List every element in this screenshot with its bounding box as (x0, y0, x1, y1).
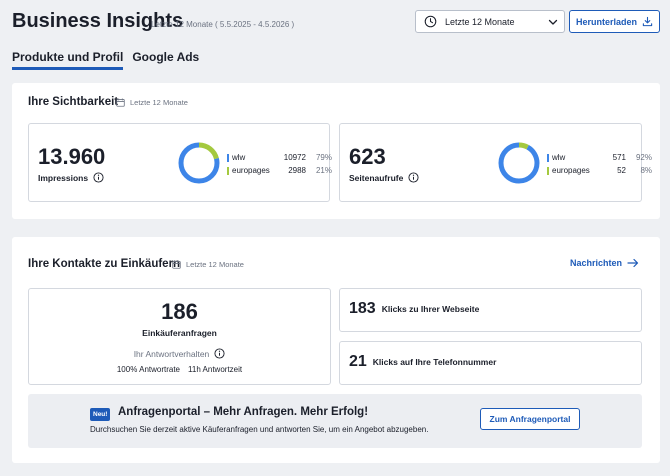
contacts-card: Ihre Kontakte zu Einkäufern Letzte 12 Mo… (12, 237, 660, 463)
legend-item-europages: europages 52 8% (547, 164, 652, 177)
response-time: 11h Antwortzeit (188, 365, 243, 374)
legend-item-wlw: wlw 10972 79% (227, 151, 332, 164)
pageviews-label: Seitenaufrufe (349, 172, 404, 183)
phone-clicks-box: 21 Klicks auf Ihre Telefonnummer (339, 341, 642, 385)
pageviews-box: 623 Seitenaufrufe wlw 571 92% europages … (339, 123, 652, 202)
inquiries-value: 186 (161, 299, 198, 324)
legend-color-europages (547, 166, 549, 175)
website-clicks-box: 183 Klicks zu Ihrer Webseite (339, 288, 642, 332)
info-icon[interactable] (408, 172, 419, 183)
response-rate: 100% Antwortrate (116, 365, 181, 374)
impressions-label-row: Impressions (38, 172, 104, 183)
tab-produkte-und-profil[interactable]: Produkte und Profil (12, 48, 124, 70)
calendar-icon (172, 260, 181, 269)
donut-slice-wlw (178, 142, 220, 184)
legend-name: wlw (552, 153, 566, 162)
download-icon (642, 16, 653, 27)
legend-percent: 92% (635, 153, 652, 162)
impressions-box: 13.960 Impressions wlw 10972 79% europag… (28, 123, 332, 202)
impressions-donut-chart (178, 142, 220, 184)
website-clicks-label: Klicks zu Ihrer Webseite (381, 304, 480, 314)
phone-clicks-value: 21 (349, 353, 367, 370)
website-clicks-value: 183 (349, 300, 376, 317)
period-range: Letzte 12 Monate ( 5.5.2025 - 4.5.2026 ) (151, 20, 295, 29)
legend-percent: 8% (640, 166, 652, 175)
promo-banner: Neu! Anfragenportal – Mehr Anfragen. Meh… (28, 394, 642, 448)
chevron-down-icon (548, 19, 558, 25)
arrow-right-icon (627, 258, 639, 268)
header: Business Insights Letzte 12 Monate ( 5.5… (0, 0, 670, 44)
website-clicks-row: 183 Klicks zu Ihrer Webseite (349, 300, 479, 318)
pageviews-legend: wlw 571 92% europages 52 8% (547, 151, 652, 177)
legend-name: europages (552, 166, 590, 175)
new-badge: Neu! (90, 408, 111, 421)
legend-name: europages (232, 166, 270, 175)
visibility-card: Ihre Sichtbarkeit Letzte 12 Monate 13.96… (12, 83, 660, 219)
response-stats: 100% Antwortrate 11h Antwortzeit (29, 365, 330, 374)
messages-link[interactable]: Nachrichten (570, 257, 639, 269)
pageviews-donut-chart (498, 142, 540, 184)
period-select-value: Letzte 12 Monate (445, 16, 515, 27)
download-button[interactable]: Herunterladen (569, 10, 660, 33)
impressions-value: 13.960 (38, 144, 106, 169)
visibility-title: Ihre Sichtbarkeit (28, 96, 119, 108)
phone-clicks-label: Klicks auf Ihre Telefonnummer (372, 357, 497, 367)
tab-bar: Produkte und Profil Google Ads (12, 48, 208, 70)
page-title: Business Insights (12, 10, 184, 32)
legend-value: 10972 (283, 153, 306, 162)
pageviews-value: 623 (349, 144, 386, 169)
legend-color-wlw (547, 153, 549, 162)
messages-link-label: Nachrichten (570, 258, 623, 268)
tab-google-ads[interactable]: Google Ads (132, 50, 200, 64)
pageviews-label-row: Seitenaufrufe (349, 172, 419, 183)
legend-color-europages (227, 166, 229, 175)
download-button-label: Herunterladen (575, 16, 637, 27)
legend-item-wlw: wlw 571 92% (547, 151, 652, 164)
clock-icon (424, 15, 437, 28)
impressions-legend: wlw 10972 79% europages 2988 21% (227, 151, 332, 177)
legend-value: 571 (612, 153, 626, 162)
inquiry-portal-button[interactable]: Zum Anfragenportal (480, 408, 580, 430)
info-icon[interactable] (93, 172, 104, 183)
legend-percent: 79% (315, 153, 332, 162)
response-behavior-label: Ihr Antwortverhalten (133, 348, 210, 359)
legend-color-wlw (227, 153, 229, 162)
phone-clicks-row: 21 Klicks auf Ihre Telefonnummer (349, 353, 496, 371)
response-behavior-label-row: Ihr Antwortverhalten (29, 348, 330, 359)
period-select[interactable]: Letzte 12 Monate (415, 10, 565, 33)
visibility-period-label: Letzte 12 Monate (130, 98, 188, 107)
info-icon[interactable] (214, 348, 225, 359)
legend-item-europages: europages 2988 21% (227, 164, 332, 177)
legend-percent: 21% (315, 166, 332, 175)
impressions-label: Impressions (38, 172, 89, 183)
promo-description: Durchsuchen Sie derzeit aktive Käuferanf… (90, 425, 429, 434)
legend-value: 2988 (288, 166, 306, 175)
inquiries-label: Einkäuferanfragen (142, 328, 217, 338)
contacts-period: Letzte 12 Monate (172, 260, 244, 269)
contacts-title: Ihre Kontakte zu Einkäufern (28, 258, 181, 270)
inquiries-box: 186 Einkäuferanfragen Ihr Antwortverhalt… (28, 288, 331, 385)
donut-slice-wlw (498, 142, 540, 184)
legend-name: wlw (232, 153, 246, 162)
legend-value: 52 (617, 166, 626, 175)
calendar-icon (116, 98, 125, 107)
contacts-period-label: Letzte 12 Monate (186, 260, 244, 269)
visibility-period: Letzte 12 Monate (116, 98, 188, 107)
promo-title: Anfragenportal – Mehr Anfragen. Mehr Erf… (118, 406, 369, 418)
